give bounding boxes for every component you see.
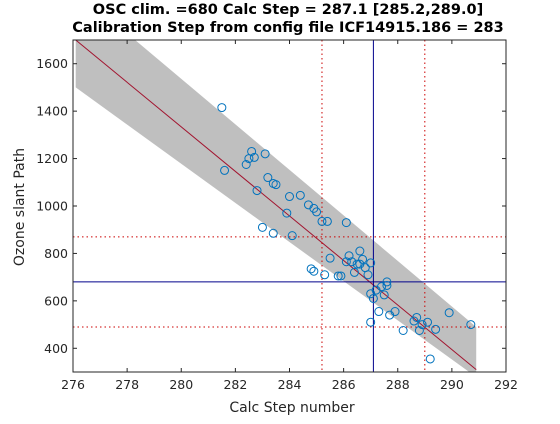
data-point-8 — [260, 149, 270, 159]
data-point-33 — [352, 259, 362, 269]
data-point-40 — [366, 258, 376, 268]
x-tick-label-4: 282 — [223, 377, 247, 392]
data-point-28 — [336, 271, 346, 281]
data-point-37 — [358, 254, 368, 264]
data-point-14 — [282, 208, 292, 218]
data-point-23 — [309, 266, 319, 276]
data-point-6 — [249, 152, 259, 162]
data-point-13 — [268, 228, 278, 238]
chart-title-line-2: Calibration Step from config file ICF149… — [72, 20, 503, 36]
data-point-52 — [398, 326, 408, 335]
data-point-42 — [368, 293, 378, 303]
data-point-12 — [271, 180, 281, 190]
data-point-39 — [363, 270, 373, 280]
data-point-7 — [252, 186, 262, 196]
data-point-29 — [341, 218, 351, 228]
data-point-43 — [366, 317, 376, 327]
y-tick-label-5: 1200 — [36, 151, 68, 166]
data-point-1 — [217, 103, 227, 113]
x-tick-label-7: 288 — [386, 377, 410, 392]
data-point-9 — [257, 222, 267, 232]
x-tick-label-5: 284 — [278, 377, 302, 392]
data-point-24 — [306, 264, 316, 274]
y-tick-label-6: 1400 — [36, 104, 68, 119]
data-point-20 — [312, 207, 322, 217]
chart-title-line-1: OSC clim. =680 Calc Step = 287.1 [285.2,… — [93, 2, 483, 18]
data-point-59 — [444, 308, 454, 318]
data-point-36 — [355, 246, 365, 256]
plot-content — [73, 40, 506, 372]
data-point-34 — [349, 267, 359, 277]
y-tick-label-3: 800 — [44, 246, 68, 261]
data-point-31 — [341, 257, 351, 267]
x-tick-label-2: 278 — [115, 377, 139, 392]
data-point-46 — [379, 290, 389, 300]
data-point-15 — [285, 192, 294, 202]
x-tick-label-6: 286 — [332, 377, 356, 392]
data-point-5 — [247, 146, 257, 156]
data-point-50 — [390, 307, 400, 317]
data-point-21 — [317, 216, 327, 226]
data-point-17 — [295, 190, 305, 200]
data-point-58 — [431, 324, 441, 334]
fit-line — [75, 40, 477, 371]
x-axis-label: Calc Step number — [229, 400, 355, 416]
data-point-16 — [287, 231, 297, 241]
plot-area: 276 278 280 282 284 286 288 290 292 400 600 800 1000… — [36, 39, 518, 392]
data-point-61 — [423, 317, 433, 327]
data-point-45 — [377, 282, 387, 292]
data-point-27 — [333, 271, 343, 281]
data-point-47 — [382, 280, 392, 290]
data-point-26 — [325, 253, 335, 263]
data-point-10 — [263, 173, 273, 183]
data-point-2 — [220, 165, 230, 175]
x-tick-label-3: 280 — [169, 377, 193, 392]
y-tick-label-4: 1000 — [36, 199, 68, 214]
data-point-48 — [382, 277, 392, 287]
x-tick-label-9: 292 — [494, 377, 518, 392]
data-point-25 — [320, 270, 330, 280]
data-point-22 — [322, 216, 332, 226]
data-point-51 — [374, 307, 384, 317]
data-point-57 — [425, 354, 435, 364]
data-point-56 — [417, 320, 427, 330]
y-tick-label-1: 400 — [44, 341, 68, 356]
y-tick-label-2: 600 — [44, 293, 68, 308]
data-point-60 — [466, 320, 476, 330]
data-point-55 — [414, 326, 424, 335]
data-point-54 — [412, 312, 422, 322]
data-point-32 — [347, 257, 357, 267]
y-axis-label: Ozone slant Path — [12, 148, 28, 266]
y-tick-label-7: 1600 — [36, 56, 68, 71]
data-point-30 — [344, 251, 354, 261]
x-tick-label-1: 276 — [61, 377, 85, 392]
data-point-3 — [241, 160, 251, 169]
x-tick-label-8: 290 — [440, 377, 464, 392]
